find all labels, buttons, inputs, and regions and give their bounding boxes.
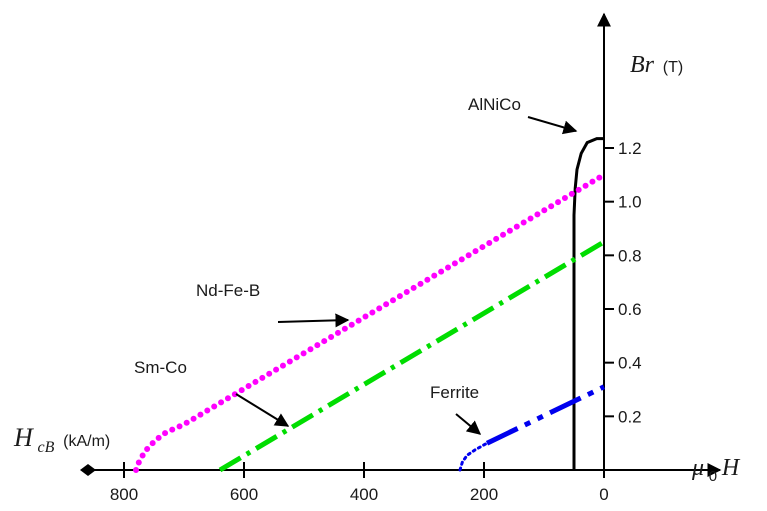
label-alnico: AlNiCo bbox=[468, 95, 521, 114]
mu0-h-label: μ 0 H bbox=[691, 455, 741, 485]
y-tick-label-0.6: 0.6 bbox=[618, 300, 642, 319]
y-tick-label-0.8: 0.8 bbox=[618, 246, 642, 265]
arrow-alnico bbox=[527, 116, 578, 135]
y-tick-label-0.2: 0.2 bbox=[618, 407, 642, 426]
x-tick-labels: 800 600 400 200 0 bbox=[110, 485, 609, 504]
x-tick-label-800: 800 bbox=[110, 485, 138, 504]
y-axis-label: Br (T) bbox=[630, 52, 683, 78]
arrow-nd-fe-b bbox=[277, 313, 350, 328]
y-tick-labels: 0.2 0.4 0.6 0.8 1.0 1.2 bbox=[618, 139, 642, 426]
y-tick-label-1.2: 1.2 bbox=[618, 139, 642, 158]
x-ticks bbox=[123, 462, 605, 478]
x-tick-label-0: 0 bbox=[599, 485, 608, 504]
label-ferrite: Ferrite bbox=[430, 383, 479, 402]
y-tick-label-0.4: 0.4 bbox=[618, 354, 642, 373]
series-sm-co-line bbox=[218, 239, 606, 473]
y-tick-label-1: 1.0 bbox=[618, 193, 642, 212]
label-nd-fe-b: Nd-Fe-B bbox=[196, 281, 260, 300]
x-tick-label-600: 600 bbox=[230, 485, 258, 504]
x-tick-label-200: 200 bbox=[470, 485, 498, 504]
series-nd-fe-b-line bbox=[133, 171, 607, 473]
x-axis-start-diamond bbox=[80, 464, 96, 476]
y-ticks bbox=[604, 147, 614, 418]
series-ferrite-line bbox=[485, 384, 606, 446]
x-tick-label-400: 400 bbox=[350, 485, 378, 504]
x-axis-label: H cB (kA/m) bbox=[13, 423, 110, 456]
label-sm-co: Sm-Co bbox=[134, 358, 187, 377]
series-ferrite-knee bbox=[458, 441, 489, 472]
arrow-ferrite bbox=[455, 413, 482, 435]
series-alnico-line bbox=[572, 137, 604, 470]
arrow-sm-co bbox=[235, 393, 290, 427]
